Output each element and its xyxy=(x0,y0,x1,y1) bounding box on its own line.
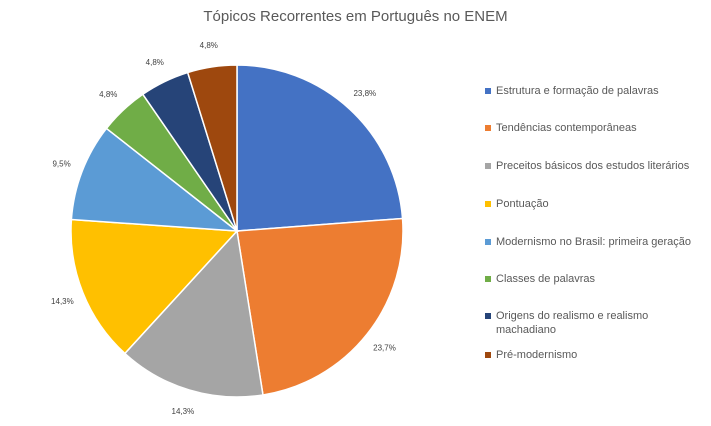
legend-item-6: Classes de palavras xyxy=(485,272,710,286)
legend-label: Tendências contemporâneas xyxy=(496,122,637,134)
legend-swatch xyxy=(485,352,491,358)
legend-swatch xyxy=(485,88,491,94)
data-label-5: 9,5% xyxy=(52,159,70,168)
legend-item-5: Modernismo no Brasil: primeira geração xyxy=(485,235,710,249)
data-label-7: 4,8% xyxy=(146,58,164,67)
data-label-6: 4,8% xyxy=(99,90,117,99)
legend-swatch xyxy=(485,163,491,169)
pie-slice-8 xyxy=(186,64,238,232)
legend-item-1: Estrutura e formação de palavras xyxy=(485,84,710,98)
pie-slice-1 xyxy=(236,64,404,232)
legend-label: Origens do realismo e realismo machadian… xyxy=(496,310,649,336)
legend-swatch xyxy=(485,313,491,319)
data-label-4: 14,3% xyxy=(51,297,74,306)
legend-label: Preceitos básicos dos estudos literários xyxy=(496,160,690,172)
data-label-1: 23,8% xyxy=(353,89,376,98)
chart-title: Tópicos Recorrentes em Português no ENEM xyxy=(203,8,508,25)
data-label-8: 4,8% xyxy=(200,41,218,50)
legend-item-2: Tendências contemporâneas xyxy=(485,121,710,135)
data-label-3: 14,3% xyxy=(172,407,195,416)
legend-label: Estrutura e formação de palavras xyxy=(496,85,659,97)
legend-label: Pontuação xyxy=(496,198,549,210)
legend-item-8: Pré-modernismo xyxy=(485,348,710,362)
pie-slice-4 xyxy=(70,218,239,355)
legend-swatch xyxy=(485,201,491,207)
pie-slice-3 xyxy=(123,229,264,398)
legend-swatch xyxy=(485,239,491,245)
legend-swatch xyxy=(485,276,491,282)
legend-item-7: Origens do realismo e realismo machadian… xyxy=(485,309,710,337)
legend-label: Classes de palavras xyxy=(496,273,596,285)
legend-item-3: Preceitos básicos dos estudos literários xyxy=(485,159,710,173)
data-label-2: 23,7% xyxy=(373,344,396,353)
legend-label: Modernismo no Brasil: primeira geração xyxy=(496,236,692,248)
legend-swatch xyxy=(485,125,491,131)
legend-item-4: Pontuação xyxy=(485,197,710,211)
pie-slice-2 xyxy=(236,217,404,396)
legend-label: Pré-modernismo xyxy=(496,349,578,361)
pie-slice-5 xyxy=(70,127,240,232)
